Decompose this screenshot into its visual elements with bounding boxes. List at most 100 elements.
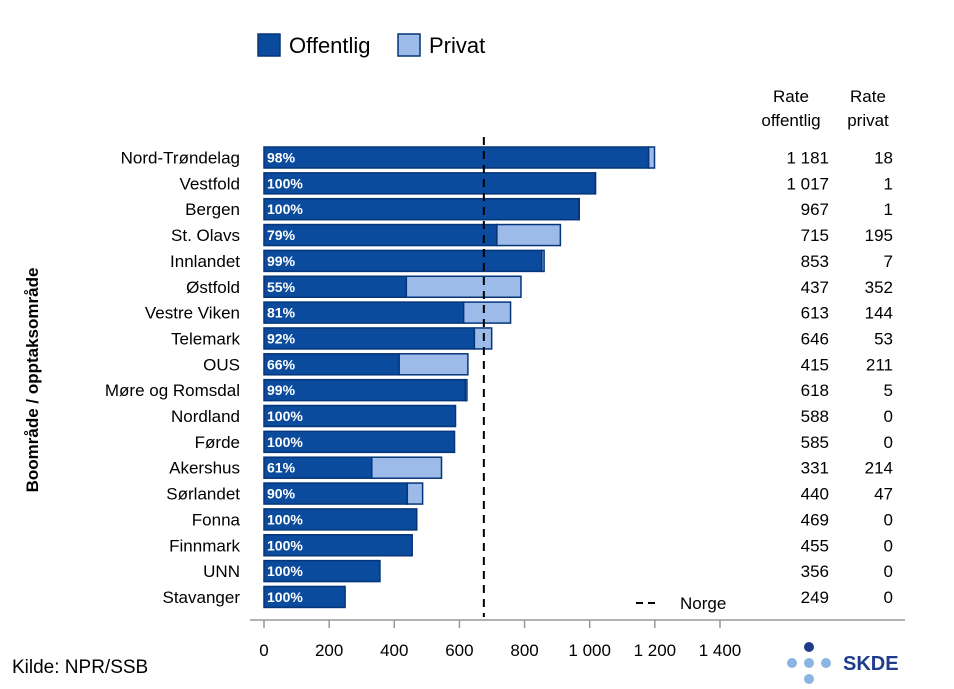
rate-offentlig-forde: 585 [801, 433, 829, 452]
share-label-fonna: 100% [267, 511, 303, 527]
category-label-telemark: Telemark [171, 329, 240, 348]
rate-privat-more-og-romsdal: 5 [884, 381, 893, 400]
rate-offentlig-ostfold: 437 [801, 278, 829, 297]
bar-offentlig-unn [263, 559, 381, 583]
rate-privat-akershus: 214 [865, 459, 893, 478]
rate-privat-ous: 211 [866, 355, 893, 374]
rate-offentlig-akershus: 331 [801, 459, 829, 478]
category-label-ostfold: Østfold [186, 278, 240, 297]
x-tick-label: 400 [380, 641, 408, 660]
bar-privat-vestre-viken [462, 301, 512, 324]
x-tick-label: 1 200 [634, 641, 677, 660]
share-label-more-og-romsdal: 99% [267, 382, 296, 398]
legend-label-privat: Privat [429, 33, 485, 58]
share-label-ous: 66% [267, 356, 296, 372]
bar-offentlig-st-olavs [263, 223, 498, 247]
rate-privat-vestre-viken: 144 [865, 304, 893, 323]
rate-privat-header-line1: Rate [850, 87, 886, 106]
bar-offentlig-finnmark [263, 534, 413, 557]
bar-privat-nord-trondelag [647, 146, 656, 169]
category-label-akershus: Akershus [169, 459, 240, 478]
rate-privat-header-line2: privat [847, 111, 889, 130]
category-label-stavanger: Stavanger [163, 588, 241, 607]
share-label-innlandet: 99% [267, 253, 296, 269]
rate-offentlig-innlandet: 853 [801, 252, 829, 271]
rate-privat-finnmark: 0 [884, 536, 893, 555]
share-label-nord-trondelag: 98% [267, 150, 296, 166]
bar-offentlig-innlandet [263, 249, 543, 273]
rate-offentlig-header-line1: Rate [773, 87, 809, 106]
logo-dot-center [804, 658, 814, 668]
bar-privat-ostfold [405, 275, 522, 298]
category-label-st-olavs: St. Olavs [171, 226, 240, 245]
share-label-bergen: 100% [267, 201, 303, 217]
rate-privat-forde: 0 [884, 433, 893, 452]
source-note: Kilde: NPR/SSB [12, 657, 149, 678]
rate-privat-unn: 0 [884, 562, 893, 581]
legend: Offentlig Privat [257, 33, 485, 58]
reference-line-legend-label: Norge [680, 594, 726, 613]
share-label-unn: 100% [267, 563, 303, 579]
bar-offentlig-nord-trondelag [263, 146, 650, 169]
bar-privat-akershus [371, 456, 443, 479]
legend-swatch-privat [397, 33, 421, 57]
share-label-st-olavs: 79% [267, 227, 296, 243]
rate-offentlig-nordland: 588 [801, 407, 829, 426]
x-tick-label: 600 [445, 641, 473, 660]
rate-offentlig-telemark: 646 [801, 329, 829, 348]
share-label-vestre-viken: 81% [267, 305, 296, 321]
category-label-innlandet: Innlandet [170, 252, 240, 271]
logo-dot-right [821, 658, 831, 668]
category-label-nordland: Nordland [171, 407, 240, 426]
rate-offentlig-header-line2: offentlig [761, 111, 820, 130]
bar-offentlig-forde [263, 430, 456, 454]
rate-offentlig-unn: 356 [801, 562, 829, 581]
rate-headers: Rate offentlig Rate privat [761, 87, 889, 130]
rate-offentlig-ous: 415 [801, 355, 829, 374]
share-label-ostfold: 55% [267, 279, 296, 295]
category-label-more-og-romsdal: Møre og Romsdal [105, 381, 240, 400]
rate-offentlig-fonna: 469 [801, 510, 829, 529]
bar-privat-st-olavs [496, 223, 562, 247]
category-label-vestre-viken: Vestre Viken [145, 304, 240, 323]
share-label-stavanger: 100% [267, 589, 303, 605]
rate-privat-vestfold: 1 [884, 174, 893, 193]
bar-privat-sorlandet [406, 482, 424, 505]
share-label-sorlandet: 90% [267, 486, 296, 502]
bar-privat-innlandet [541, 249, 545, 273]
reference-line-legend: Norge [636, 594, 726, 613]
rate-offentlig-st-olavs: 715 [801, 226, 829, 245]
share-label-finnmark: 100% [267, 537, 303, 553]
rate-offentlig-vestre-viken: 613 [801, 304, 829, 323]
bar-offentlig-stavanger [263, 585, 346, 609]
category-label-nord-trondelag: Nord-Trøndelag [121, 149, 240, 168]
skde-logo: SKDE [787, 642, 899, 684]
rate-offentlig-finnmark: 455 [801, 536, 829, 555]
bar-privat-ous [398, 353, 469, 376]
rate-offentlig-stavanger: 249 [801, 588, 829, 607]
x-axis: 0 200 400 600 800 1 000 1 200 1 400 [250, 619, 905, 660]
bar-offentlig-nordland [263, 404, 457, 428]
rate-privat-telemark: 53 [874, 329, 893, 348]
share-label-vestfold: 100% [267, 175, 303, 191]
rate-privat-nordland: 0 [884, 407, 893, 426]
x-tick-label: 0 [259, 641, 268, 660]
rate-privat-innlandet: 7 [884, 252, 893, 271]
legend-label-offentlig: Offentlig [289, 33, 371, 58]
share-label-telemark: 92% [267, 330, 296, 346]
category-label-bergen: Bergen [185, 200, 240, 219]
logo-dot-left [787, 658, 797, 668]
bar-offentlig-telemark [263, 327, 476, 350]
category-label-fonna: Fonna [192, 510, 241, 529]
category-label-unn: UNN [203, 562, 240, 581]
rate-offentlig-sorlandet: 440 [801, 485, 829, 504]
legend-swatch-offentlig [257, 33, 281, 57]
rate-privat-bergen: 1 [884, 200, 893, 219]
x-tick-label: 800 [510, 641, 538, 660]
logo-dot-top [804, 642, 814, 652]
rate-offentlig-vestfold: 1 017 [786, 174, 829, 193]
y-axis-title: Boområde / opptaksområde [23, 268, 42, 493]
x-tick-label: 1 400 [699, 641, 742, 660]
